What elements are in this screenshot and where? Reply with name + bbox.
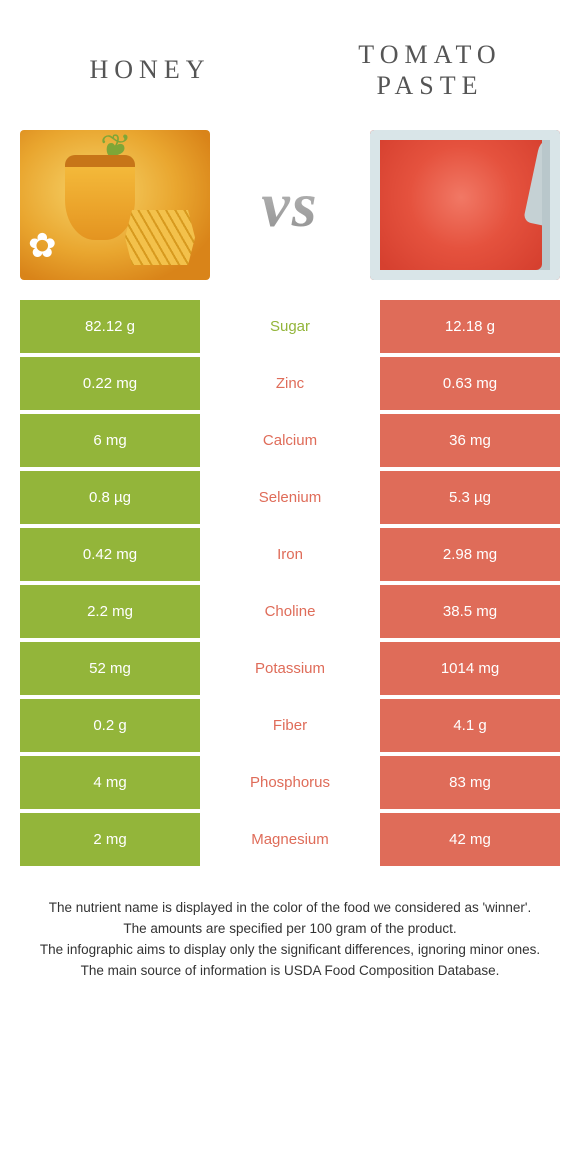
nutrient-name: Fiber bbox=[200, 699, 380, 752]
nutrient-name: Iron bbox=[200, 528, 380, 581]
honey-value: 82.12 g bbox=[20, 300, 200, 353]
honey-value: 4 mg bbox=[20, 756, 200, 809]
title-row: HONEY TOMATOPASTE bbox=[0, 0, 580, 120]
honey-value: 0.22 mg bbox=[20, 357, 200, 410]
tomato-value: 36 mg bbox=[380, 414, 560, 467]
footer-notes: The nutrient name is displayed in the co… bbox=[0, 870, 580, 982]
footer-line: The main source of information is USDA F… bbox=[28, 961, 552, 982]
images-row: ❦ vs bbox=[0, 120, 580, 290]
tomato-value: 4.1 g bbox=[380, 699, 560, 752]
nutrient-name: Potassium bbox=[200, 642, 380, 695]
nutrient-name: Calcium bbox=[200, 414, 380, 467]
bowl-rim-icon bbox=[370, 130, 560, 280]
footer-line: The infographic aims to display only the… bbox=[28, 940, 552, 961]
nutrient-name: Phosphorus bbox=[200, 756, 380, 809]
tomato-value: 5.3 µg bbox=[380, 471, 560, 524]
honeycomb-icon bbox=[125, 210, 195, 265]
nutrient-name: Zinc bbox=[200, 357, 380, 410]
nutrient-name: Choline bbox=[200, 585, 380, 638]
nutrient-table: 82.12 gSugar12.18 g0.22 mgZinc0.63 mg6 m… bbox=[0, 290, 580, 866]
table-row: 0.2 gFiber4.1 g bbox=[20, 699, 560, 752]
footer-line: The nutrient name is displayed in the co… bbox=[28, 898, 552, 919]
vs-label: vs bbox=[257, 168, 322, 242]
honey-value: 52 mg bbox=[20, 642, 200, 695]
tomato-value: 2.98 mg bbox=[380, 528, 560, 581]
nutrient-name: Magnesium bbox=[200, 813, 380, 866]
tomato-value: 0.63 mg bbox=[380, 357, 560, 410]
nutrient-name: Sugar bbox=[200, 300, 380, 353]
table-row: 0.42 mgIron2.98 mg bbox=[20, 528, 560, 581]
footer-line: The amounts are specified per 100 gram o… bbox=[28, 919, 552, 940]
honey-jar-icon bbox=[65, 155, 135, 240]
table-row: 0.22 mgZinc0.63 mg bbox=[20, 357, 560, 410]
table-row: 6 mgCalcium36 mg bbox=[20, 414, 560, 467]
honey-image: ❦ bbox=[20, 130, 210, 280]
title-tomato: TOMATOPASTE bbox=[310, 39, 550, 101]
honey-value: 2.2 mg bbox=[20, 585, 200, 638]
honey-value: 0.42 mg bbox=[20, 528, 200, 581]
tomato-paste-image bbox=[370, 130, 560, 280]
tomato-value: 12.18 g bbox=[380, 300, 560, 353]
tomato-value: 83 mg bbox=[380, 756, 560, 809]
tomato-value: 1014 mg bbox=[380, 642, 560, 695]
honey-value: 0.8 µg bbox=[20, 471, 200, 524]
table-row: 2.2 mgCholine38.5 mg bbox=[20, 585, 560, 638]
table-row: 4 mgPhosphorus83 mg bbox=[20, 756, 560, 809]
table-row: 2 mgMagnesium42 mg bbox=[20, 813, 560, 866]
honey-value: 6 mg bbox=[20, 414, 200, 467]
nutrient-name: Selenium bbox=[200, 471, 380, 524]
tomato-value: 38.5 mg bbox=[380, 585, 560, 638]
table-row: 0.8 µgSelenium5.3 µg bbox=[20, 471, 560, 524]
table-row: 82.12 gSugar12.18 g bbox=[20, 300, 560, 353]
table-row: 52 mgPotassium1014 mg bbox=[20, 642, 560, 695]
title-honey: HONEY bbox=[30, 54, 270, 85]
honey-value: 2 mg bbox=[20, 813, 200, 866]
tomato-value: 42 mg bbox=[380, 813, 560, 866]
honey-value: 0.2 g bbox=[20, 699, 200, 752]
flower-icon bbox=[28, 230, 66, 268]
